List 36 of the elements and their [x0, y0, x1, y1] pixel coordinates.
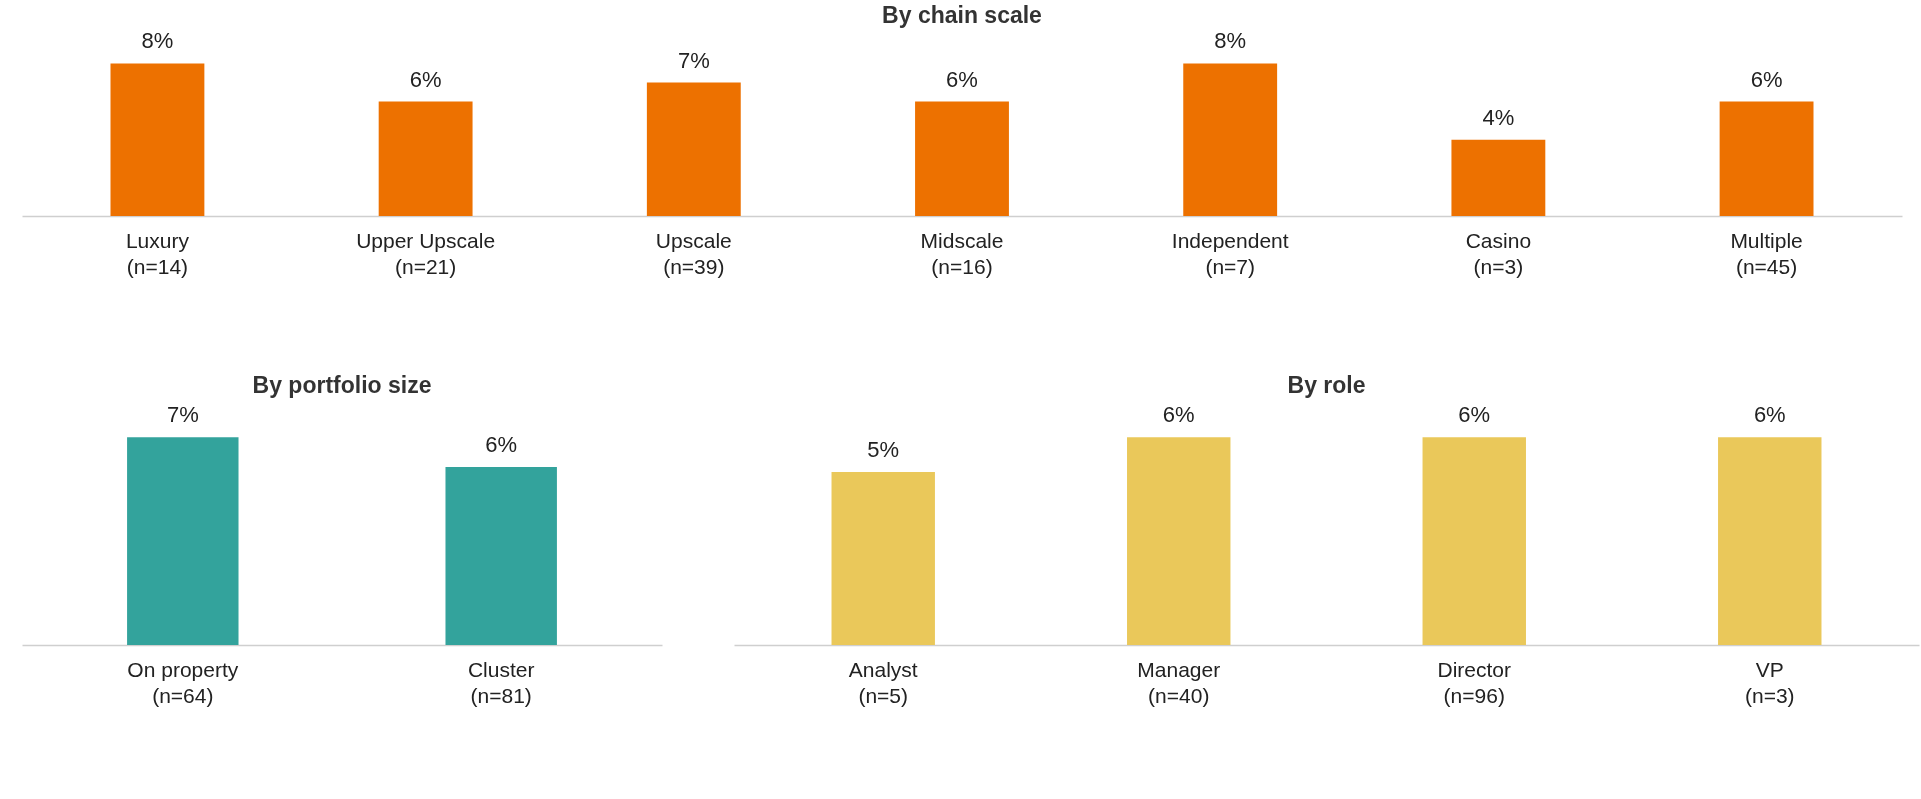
x-tick-label: VP (n=3) — [1744, 657, 1795, 707]
x-tick-label: Multiple (n=45) — [1730, 228, 1803, 278]
bar — [915, 101, 1009, 216]
bar — [1719, 101, 1814, 216]
data-label: 6% — [1162, 402, 1195, 428]
x-tick-label: Director (n=96) — [1437, 657, 1512, 707]
x-tick-label: Independent (n=7) — [1171, 228, 1289, 278]
x-tick-label: Cluster (n=81) — [467, 657, 535, 707]
data-label: 6% — [946, 66, 978, 92]
data-label: 6% — [409, 66, 442, 92]
data-label: 7% — [677, 47, 710, 73]
x-tick-label: Analyst (n=5) — [848, 657, 918, 707]
chart-title: By portfolio size — [252, 372, 432, 398]
data-label: 4% — [1482, 104, 1515, 130]
data-label: 6% — [1750, 66, 1783, 92]
data-label: 8% — [1214, 28, 1247, 54]
bar — [110, 63, 205, 216]
bar — [1183, 63, 1278, 216]
chart-title: By chain scale — [882, 2, 1042, 29]
x-tick-label: On property (n=64) — [127, 657, 239, 707]
bar — [646, 82, 741, 216]
data-label: 7% — [166, 402, 199, 428]
data-label: 6% — [1458, 402, 1491, 428]
data-label: 8% — [141, 28, 174, 54]
bar — [1451, 139, 1546, 216]
x-tick-label: Manager (n=40) — [1137, 657, 1221, 707]
x-tick-label: Casino (n=3) — [1465, 228, 1532, 278]
data-label: 5% — [867, 436, 900, 462]
data-label: 6% — [1753, 402, 1786, 428]
x-tick-label: Midscale (n=16) — [920, 228, 1004, 278]
x-tick-label: Upper Upscale (n=21) — [356, 228, 496, 278]
chart-title: By role — [1287, 372, 1366, 398]
x-tick-label: Luxury (n=14) — [125, 228, 190, 278]
bar — [378, 101, 473, 216]
x-tick-label: Upscale (n=39) — [655, 228, 732, 278]
data-label: 6% — [485, 432, 518, 458]
